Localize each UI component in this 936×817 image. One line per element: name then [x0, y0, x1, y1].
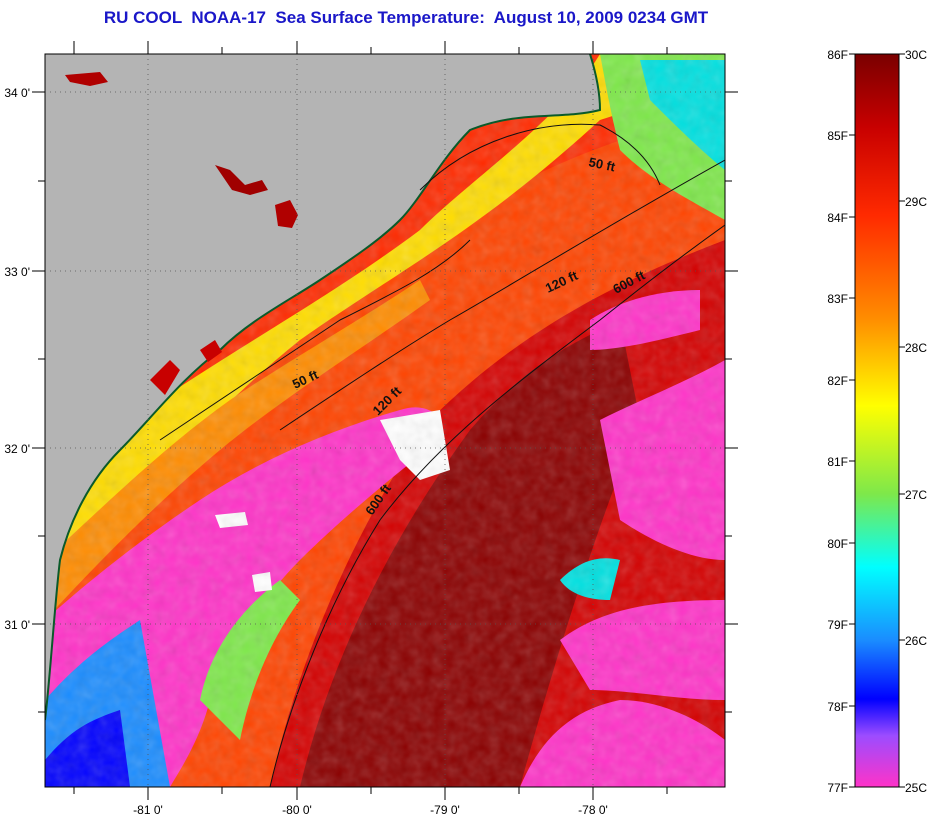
lon-label: -80 0': [282, 803, 312, 817]
lat-label: 31 0': [4, 618, 30, 632]
colorbar-frame: [854, 53, 900, 788]
isobath-label-50ft: 50 ft: [587, 154, 617, 174]
graticule: [45, 54, 725, 787]
axis-ticks: [32, 41, 738, 800]
lat-label: 33 0': [4, 265, 30, 279]
colorbar: [855, 54, 899, 787]
map-frame: [44, 53, 726, 788]
colorbar-f-label: 86F: [827, 48, 848, 62]
colorbar-f-label: 77F: [827, 781, 848, 795]
inland-lake: [275, 200, 298, 228]
land-mass: [45, 54, 600, 720]
colorbar-f-label: 79F: [827, 618, 848, 632]
isobath-50ft-south: [159, 239, 471, 441]
isobath-120ft: [279, 159, 725, 431]
map-title: RU COOL NOAA-17 Sea Surface Temperature:…: [103, 8, 709, 27]
lon-label: -78 0': [578, 803, 608, 817]
lon-label: -79 0': [430, 803, 460, 817]
colorbar-c-label: 27C: [905, 488, 927, 502]
colorbar-c-label: 30C: [905, 48, 927, 62]
colorbar-f-label: 81F: [827, 455, 848, 469]
lon-label: -81 0': [133, 803, 163, 817]
lat-label: 34 0': [4, 86, 30, 100]
colorbar-c-label: 29C: [905, 195, 927, 209]
colorbar-f-label: 84F: [827, 211, 848, 225]
sst-image: [45, 54, 725, 787]
colorbar-f-label: 82F: [827, 374, 848, 388]
colorbar-f-label: 83F: [827, 292, 848, 306]
colorbar-c-label: 26C: [905, 634, 927, 648]
isobath-600ft: [269, 224, 725, 787]
inland-lake: [65, 72, 108, 86]
colorbar-c-label: 28C: [905, 341, 927, 355]
colorbar-c-label: 25C: [905, 781, 927, 795]
colorbar-f-label: 80F: [827, 537, 848, 551]
colorbar-f-label: 85F: [827, 129, 848, 143]
colorbar-f-label: 78F: [827, 700, 848, 714]
inland-lake: [215, 165, 268, 195]
colorbar-ticks: [849, 53, 905, 788]
isobath-50ft-north: [419, 123, 661, 191]
lat-label: 32 0': [4, 442, 30, 456]
